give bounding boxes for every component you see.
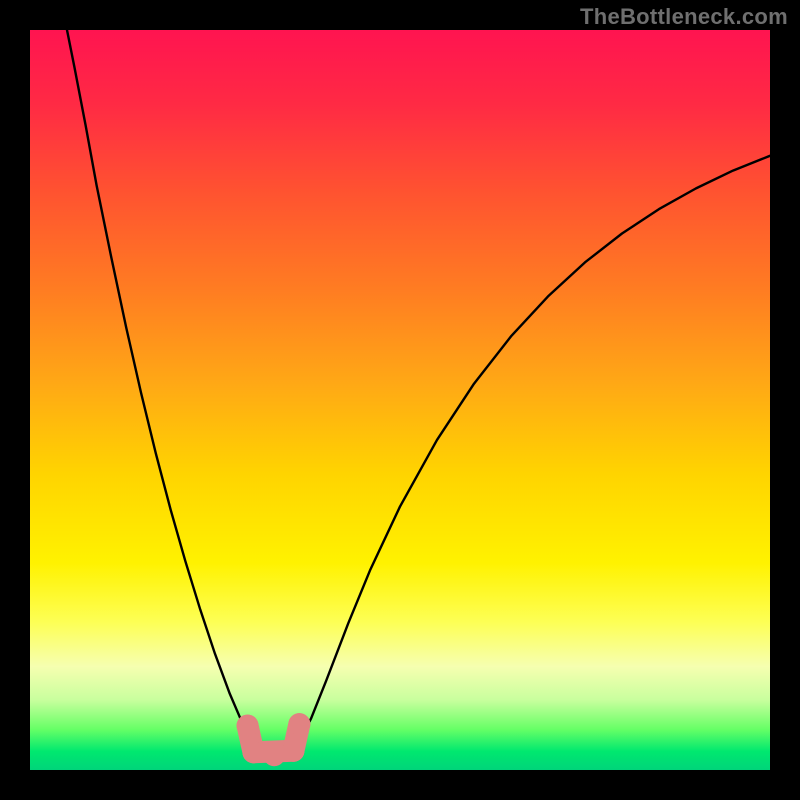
watermark-label: TheBottleneck.com <box>580 4 788 30</box>
plot-area <box>30 30 770 770</box>
marker-dot <box>237 715 259 737</box>
marker-dot <box>242 741 264 763</box>
marker-dot <box>282 740 304 762</box>
marker-dot <box>288 713 310 735</box>
chart-frame: TheBottleneck.com <box>0 0 800 800</box>
chart-svg <box>30 30 770 770</box>
plot-background <box>30 30 770 770</box>
marker-dot <box>263 744 285 766</box>
